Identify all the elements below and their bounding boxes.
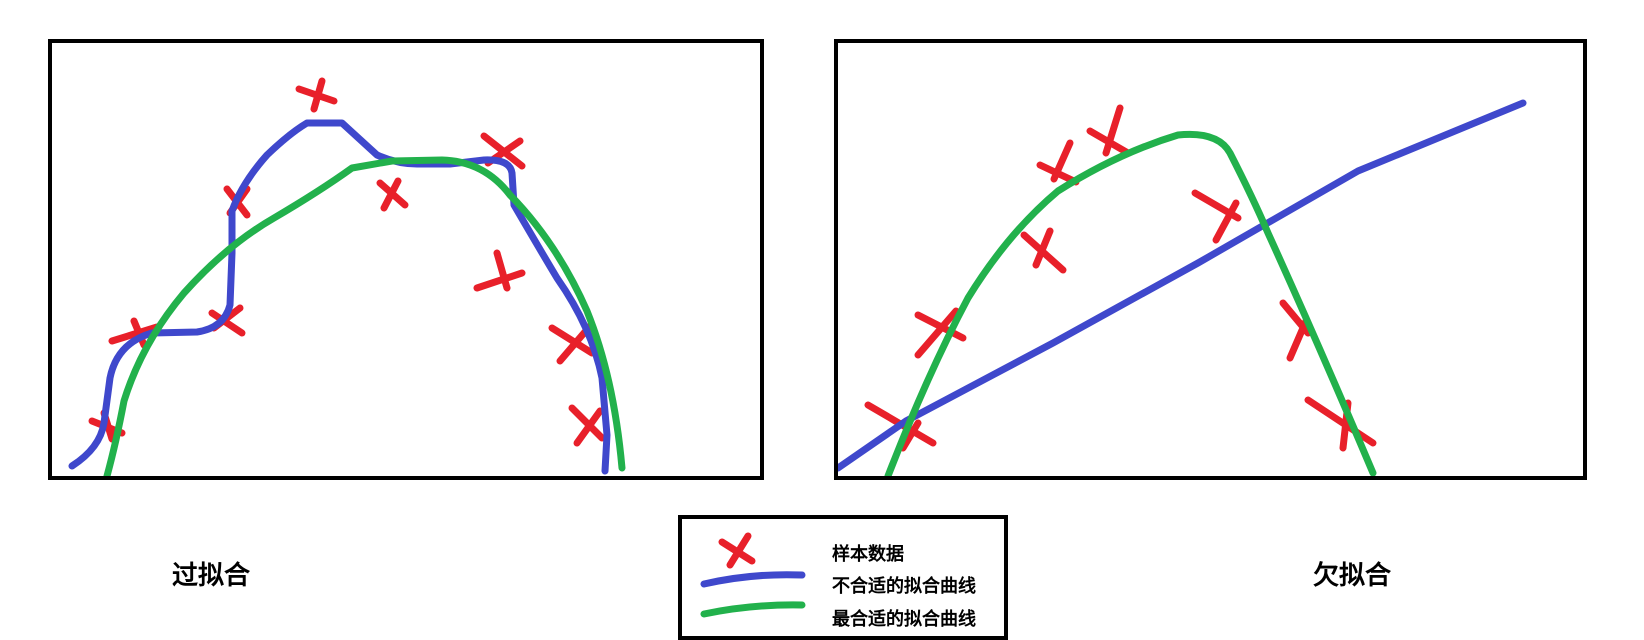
legend-bad-fit-label: 不合适的拟合曲线 — [832, 576, 976, 597]
sample-point — [295, 77, 338, 113]
sample-point — [1020, 227, 1067, 274]
sample-point — [473, 249, 526, 292]
sample-point — [1279, 299, 1312, 362]
underfit-caption: 欠拟合 — [1313, 561, 1392, 591]
sample-point — [1304, 396, 1377, 452]
sample-point — [1086, 104, 1132, 157]
legend-sample-label: 样本数据 — [832, 544, 904, 565]
overfit-panel — [48, 39, 764, 480]
sample-point — [108, 317, 161, 349]
legend: 样本数据 不合适的拟合曲线 最合适的拟合曲线 — [678, 515, 1008, 640]
bad-fit-curve — [838, 99, 1527, 472]
bad-fit-curve — [68, 119, 611, 475]
sample-legend-icon — [718, 532, 756, 569]
sample-point — [914, 307, 967, 359]
overfit-caption: 过拟合 — [172, 561, 251, 591]
overfit-plot — [68, 77, 626, 476]
best-fit-curve — [103, 156, 626, 476]
underfit-plot — [838, 99, 1527, 476]
sample-point — [1036, 139, 1080, 186]
legend-swatches — [700, 532, 806, 618]
sample-point — [1191, 189, 1242, 244]
bad-fit-legend-icon — [700, 571, 806, 588]
sample-point — [376, 177, 409, 212]
legend-best-fit-label: 最合适的拟合曲线 — [832, 609, 976, 630]
best-fit-curve — [884, 130, 1377, 476]
underfit-panel — [834, 39, 1587, 480]
sample-point — [568, 404, 606, 447]
best-fit-legend-icon — [700, 601, 806, 618]
